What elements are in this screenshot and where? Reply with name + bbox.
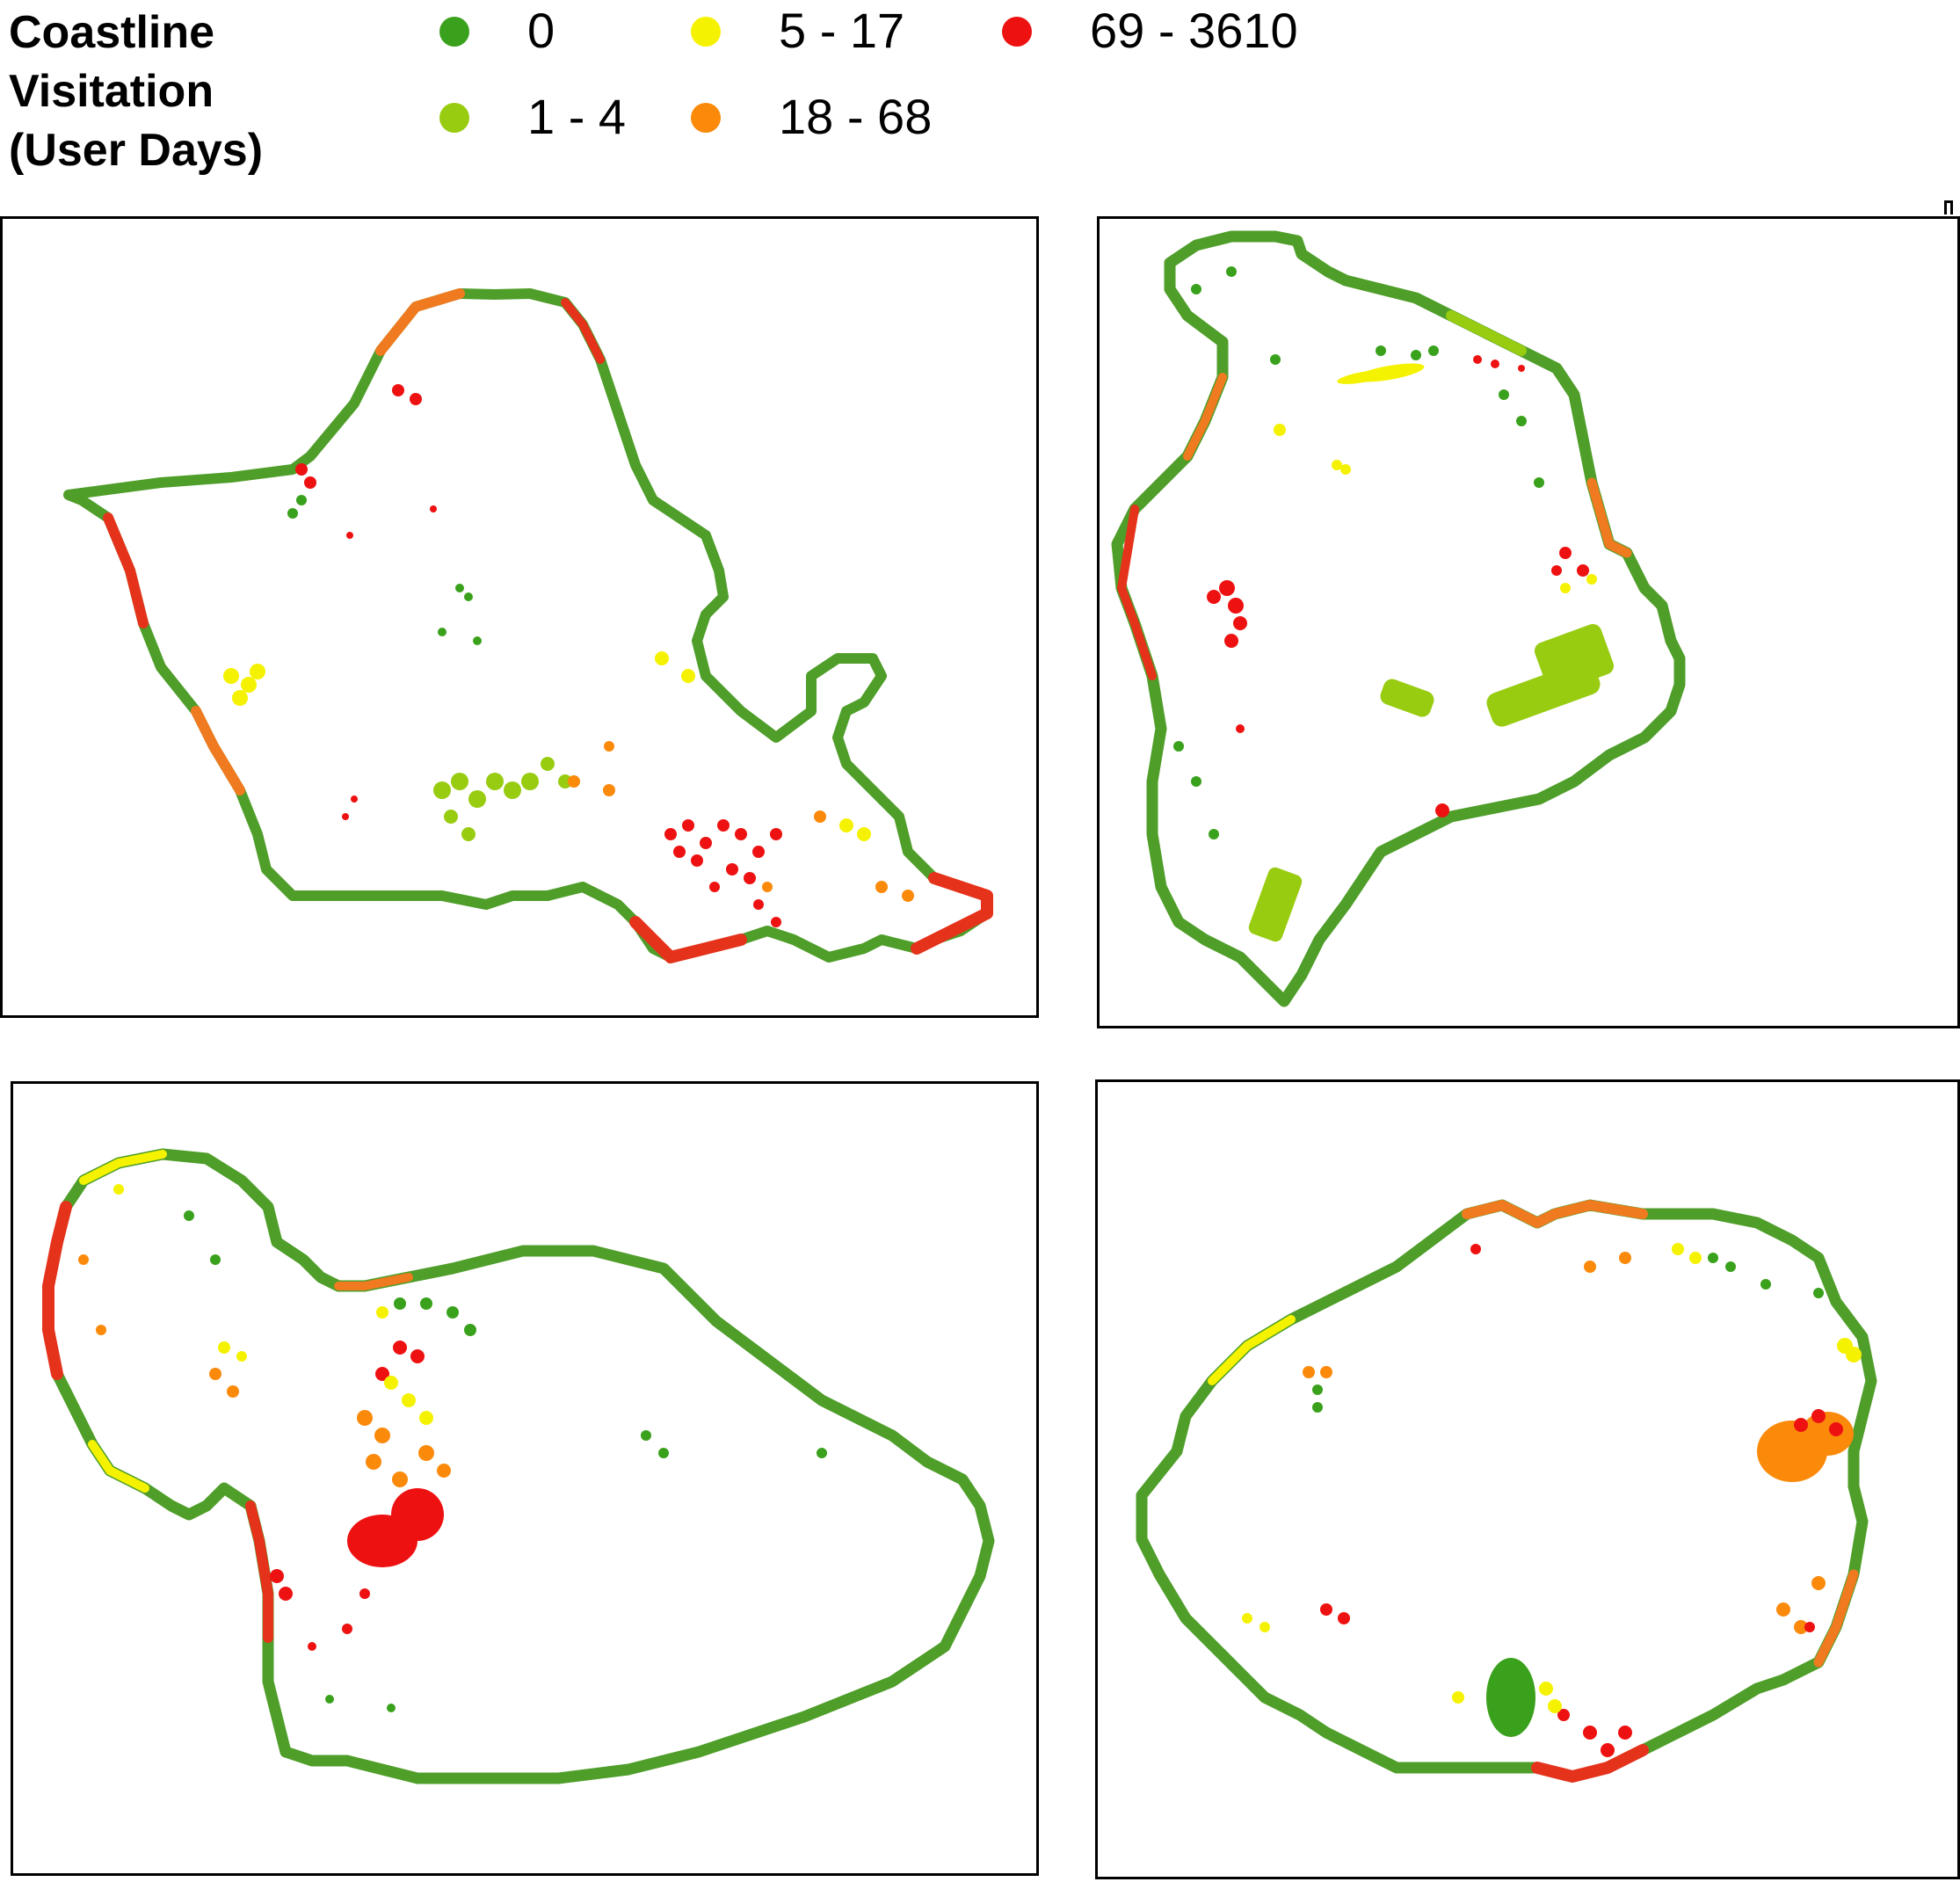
legend-marker-5-17 [691,17,721,47]
hawaii-cluster-red [1207,355,1589,817]
oahu-cluster-central-green [287,495,482,645]
legend-entry-18-68: 18 - 68 [691,89,932,144]
kauai-cluster-east [1303,1252,1854,1634]
legend-marker-69-3610 [1002,17,1032,47]
hawaii-coast-red-kohala [1183,373,1227,461]
legend-label-69-3610: 69 - 3610 [1090,3,1298,58]
oahu-cluster-west-yellow [223,651,871,841]
oahu-coast-orange-west [103,512,149,629]
hawaii-cluster-green [1173,266,1544,839]
maui-cluster-orange [78,1254,451,1487]
kauai-coast-orange-east [1813,1569,1859,1668]
legend-label-0: 0 [527,3,555,58]
hawaii-coast-yellow-hilo [1586,477,1632,558]
maui-coast-red-westmaui [42,1201,72,1380]
legend-entry-5-17: 5 - 17 [691,3,904,58]
hawaii-coast-red-kona [1117,505,1157,680]
maui-coast-yellow-north [79,1150,167,1185]
map-panel-kauai [1095,1079,1960,1879]
hawaii-cluster-yellow [1274,363,1597,593]
legend-marker-0 [439,17,469,47]
legend-entry-69-3610: 69 - 3610 [1002,3,1298,58]
maui-coast-orange-north [334,1273,413,1290]
oahu-map [63,288,993,963]
oahu-cluster-north-red [295,384,437,820]
hawaii-coastline [1111,230,1686,1007]
hawaii-coast-light-north [1446,310,1527,356]
oahu-cluster-waikiki [664,819,782,927]
maui-coast-yellow-southwest [88,1440,149,1493]
legend-entry-1-4: 1 - 4 [439,89,626,144]
kauai-cluster-red [1320,1244,1843,1757]
kauai-cluster-green [1312,1253,1824,1737]
oahu-coast-orange-leeward [191,706,245,796]
kauai-cluster-yellow [1242,1243,1862,1713]
maui-coast-red-kihei [245,1501,273,1643]
maui-cluster-yellow [113,1184,433,1425]
legend-title: Coastline Visitation (User Days) [9,7,264,176]
corner-tick [1944,200,1953,214]
kauai-coast-red-south [1531,1744,1649,1783]
kauai-coast-orange-north [1462,1200,1648,1228]
maui-cluster-central [270,1341,444,1651]
oahu-coast-red-south [629,916,747,963]
maui-map [42,1148,995,1784]
map-panel-oahu [0,216,1039,1018]
kauai-coast-yellow-northwest [1208,1315,1296,1385]
legend-entry-0: 0 [439,3,555,58]
oahu-coast-red-east [911,872,993,955]
maui-cluster-green [184,1210,827,1712]
legend-label-1-4: 1 - 4 [527,89,627,144]
oahu-coastline [63,288,992,963]
oahu-cluster-pearl-harbor [433,757,572,841]
legend-marker-1-4 [439,103,469,133]
oahu-cluster-orange [568,741,914,902]
maui-coastline [42,1148,995,1784]
legend-label-18-68: 18 - 68 [779,89,933,144]
map-panel-hawaii [1097,216,1960,1028]
map-panel-maui [11,1081,1039,1876]
oahu-coast-orange-north [375,288,465,356]
hawaii-cluster-hilo [1248,623,1615,942]
hawaii-map [1111,230,1686,1007]
legend-label-5-17: 5 - 17 [779,3,905,58]
oahu-coast-red-northeast [561,298,605,364]
legend-marker-18-68 [691,103,721,133]
kauai-map [1136,1199,1877,1783]
